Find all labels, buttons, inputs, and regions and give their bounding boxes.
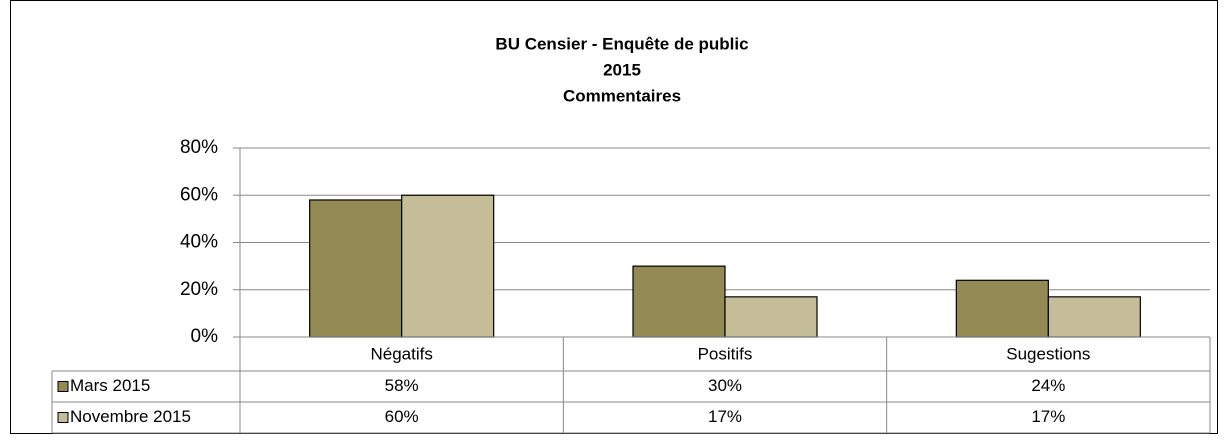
data-label: 17% bbox=[708, 407, 742, 426]
y-tick-label: 0% bbox=[191, 326, 219, 347]
y-tick-label: 80% bbox=[180, 137, 218, 158]
x-tick-label: Sugestions bbox=[1006, 344, 1090, 363]
chart-border bbox=[10, 0, 1218, 434]
bar bbox=[309, 199, 403, 338]
x-tick-label: Négatifs bbox=[370, 344, 432, 363]
legend-label: Mars 2015 bbox=[70, 376, 150, 395]
y-tick-label: 20% bbox=[180, 279, 218, 300]
data-label: 17% bbox=[1031, 407, 1065, 426]
x-tick-label: Positifs bbox=[698, 344, 753, 363]
data-label: 58% bbox=[385, 376, 419, 395]
bar bbox=[724, 296, 818, 338]
legend-label: Novembre 2015 bbox=[70, 407, 191, 426]
legend-swatch bbox=[57, 381, 69, 392]
bar bbox=[632, 265, 726, 338]
chart-title: BU Censier - Enquête de public bbox=[495, 34, 748, 53]
chart-title: Commentaires bbox=[563, 86, 681, 105]
legend-swatch bbox=[57, 412, 69, 423]
chart-title: 2015 bbox=[603, 60, 641, 79]
data-label: 30% bbox=[708, 376, 742, 395]
y-tick-label: 40% bbox=[180, 232, 218, 253]
bar bbox=[1047, 296, 1141, 338]
data-label: 24% bbox=[1031, 376, 1065, 395]
bar bbox=[955, 279, 1049, 338]
data-label: 60% bbox=[385, 407, 419, 426]
bar bbox=[401, 194, 495, 338]
y-tick-label: 60% bbox=[180, 184, 218, 205]
